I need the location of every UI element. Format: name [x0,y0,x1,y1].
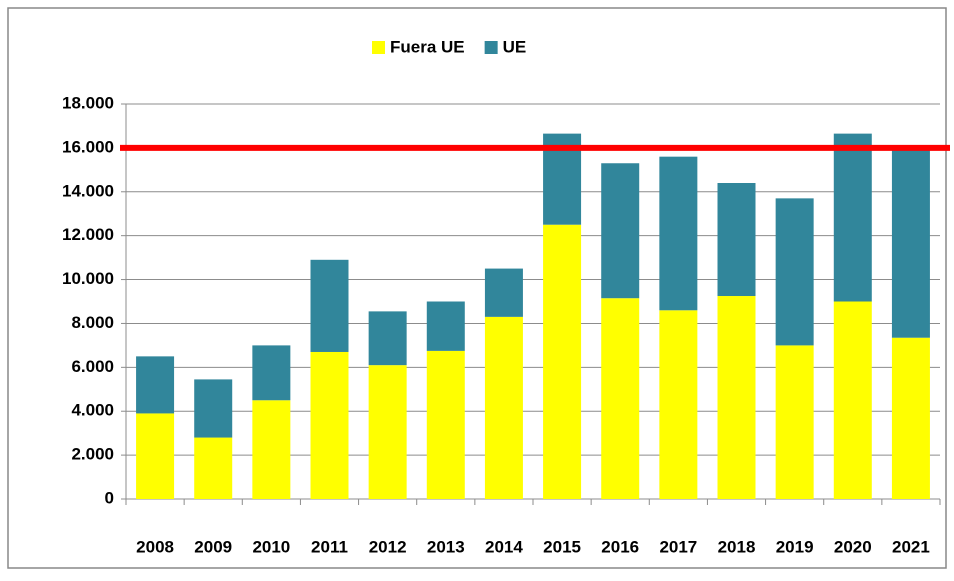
legend-swatch [484,41,498,54]
bar-segment [252,345,291,401]
y-tick-label: 0 [105,488,114,507]
bar-segment [484,268,523,317]
y-tick-label: 8.000 [71,313,114,332]
bar-segment [252,400,291,499]
bar-segment [310,259,349,352]
x-tick-label: 2017 [659,537,697,556]
y-tick-label: 2.000 [71,445,114,464]
bar-segment [891,337,930,499]
bar-segment [891,150,930,338]
bar-segment [833,301,872,499]
bar-segment [659,156,698,311]
x-tick-label: 2020 [834,537,872,556]
x-tick-label: 2009 [194,537,232,556]
bar-segment [659,310,698,499]
bar-segment [717,296,756,499]
bar-segment [426,301,465,351]
x-tick-label: 2015 [543,537,581,556]
y-tick-label: 18.000 [62,93,114,112]
y-tick-label: 12.000 [62,225,114,244]
bar-segment [426,350,465,499]
x-tick-label: 2016 [601,537,639,556]
bar-segment [601,298,640,499]
x-tick-label: 2018 [718,537,756,556]
bar-segment [775,198,814,346]
bar-segment [717,183,756,297]
y-tick-label: 14.000 [62,181,114,200]
bar-segment [484,316,523,499]
bar-segment [368,365,407,499]
legend-label: UE [503,37,527,56]
bar-segment [775,345,814,499]
x-tick-label: 2021 [892,537,930,556]
bar-segment [194,437,233,499]
x-tick-label: 2012 [369,537,407,556]
y-tick-label: 16.000 [62,137,114,156]
x-tick-label: 2008 [136,537,174,556]
x-tick-label: 2010 [252,537,290,556]
y-tick-label: 10.000 [62,269,114,288]
bar-segment [543,224,582,499]
x-tick-label: 2011 [311,537,348,556]
bar-segment [194,379,233,438]
legend-swatch [372,41,385,54]
bar-segment [368,311,407,366]
bar-segment [601,163,640,299]
y-tick-label: 4.000 [71,401,114,420]
x-tick-label: 2014 [485,537,523,556]
x-tick-label: 2019 [776,537,814,556]
bar-segment [136,413,175,499]
bar-segment [136,356,175,414]
bar-segment [310,351,349,499]
legend-label: Fuera UE [390,37,465,56]
bar-segment [833,133,872,302]
x-tick-label: 2013 [427,537,465,556]
y-tick-label: 6.000 [71,357,114,376]
